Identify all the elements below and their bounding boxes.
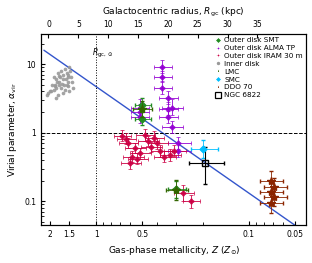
Point	[59, 82, 64, 86]
Text: $R_{\rm gc,\odot}$: $R_{\rm gc,\odot}$	[92, 47, 114, 60]
Point	[67, 65, 72, 69]
Point	[47, 89, 52, 94]
Point	[62, 88, 67, 92]
Point	[61, 91, 66, 95]
Point	[61, 73, 66, 77]
Point	[71, 86, 76, 90]
Point	[70, 80, 75, 84]
Point	[65, 84, 70, 88]
Point	[67, 89, 72, 94]
Point	[45, 93, 50, 98]
Point	[48, 89, 53, 94]
Point	[65, 80, 70, 84]
Point	[68, 69, 73, 73]
Point	[62, 67, 67, 71]
Point	[56, 93, 61, 98]
Point	[66, 73, 71, 77]
Y-axis label: Virial parameter, $\alpha_{\rm vir}$: Virial parameter, $\alpha_{\rm vir}$	[6, 82, 18, 177]
Point	[54, 96, 59, 100]
X-axis label: Gas-phase metallicity, $Z$ ($Z_{\odot}$): Gas-phase metallicity, $Z$ ($Z_{\odot}$)	[108, 244, 240, 257]
Point	[57, 83, 62, 87]
Point	[69, 75, 74, 79]
X-axis label: Galactocentric radius, $R_{\rm gc}$ (kpc): Galactocentric radius, $R_{\rm gc}$ (kpc…	[102, 6, 245, 19]
Point	[62, 83, 67, 87]
Point	[54, 86, 59, 90]
Point	[50, 83, 55, 87]
Legend: Outer disk SMT, Outer disk ALMA TP, Outer disk IRAM 30 m, Inner disk, LMC, SMC, : Outer disk SMT, Outer disk ALMA TP, Oute…	[213, 36, 304, 100]
Point	[66, 75, 71, 79]
Point	[64, 83, 69, 87]
Point	[56, 71, 61, 75]
Point	[53, 77, 58, 82]
Point	[59, 86, 64, 90]
Point	[46, 91, 51, 95]
Point	[55, 80, 60, 84]
Point	[52, 84, 57, 88]
Point	[52, 88, 57, 92]
Point	[64, 71, 69, 75]
Point	[60, 77, 65, 82]
Point	[63, 77, 68, 82]
Point	[51, 75, 56, 79]
Point	[52, 83, 57, 87]
Point	[56, 80, 61, 84]
Point	[58, 75, 63, 79]
Point	[59, 69, 64, 73]
Point	[56, 74, 61, 78]
